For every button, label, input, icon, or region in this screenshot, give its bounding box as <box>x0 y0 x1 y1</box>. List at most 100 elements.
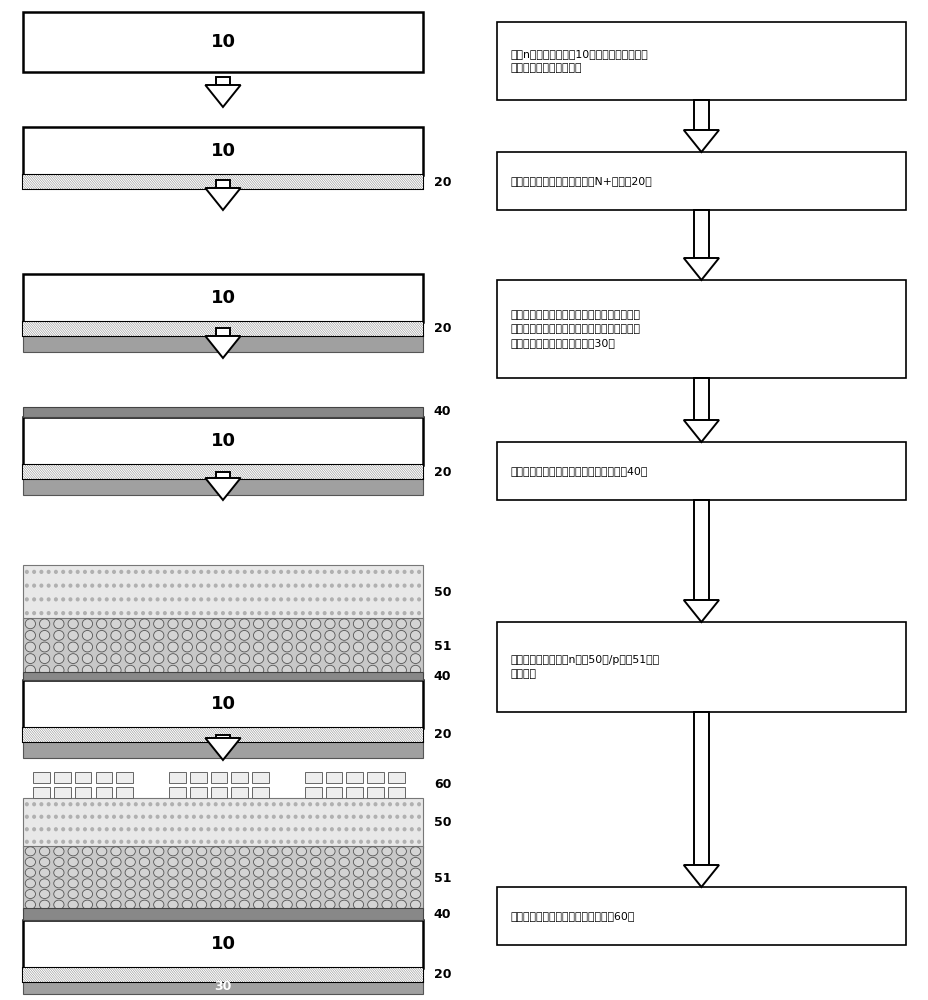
Ellipse shape <box>40 857 50 867</box>
Ellipse shape <box>225 665 235 675</box>
Bar <box>693 210 708 258</box>
Circle shape <box>258 803 260 806</box>
Circle shape <box>207 840 210 843</box>
Circle shape <box>135 612 137 615</box>
Ellipse shape <box>253 889 264 899</box>
Circle shape <box>388 803 391 806</box>
Circle shape <box>135 584 137 587</box>
Circle shape <box>178 612 180 615</box>
Circle shape <box>323 840 326 843</box>
Polygon shape <box>205 85 240 107</box>
Circle shape <box>352 803 354 806</box>
Circle shape <box>272 828 275 831</box>
Ellipse shape <box>68 879 78 888</box>
Ellipse shape <box>68 868 78 877</box>
Text: 在量子点表面形成图形化透明电极（60）: 在量子点表面形成图形化透明电极（60） <box>510 911 635 921</box>
Circle shape <box>316 828 318 831</box>
Circle shape <box>359 828 362 831</box>
Circle shape <box>403 570 406 573</box>
Bar <box>693 100 708 130</box>
Circle shape <box>32 803 35 806</box>
Circle shape <box>316 612 318 615</box>
Circle shape <box>258 840 260 843</box>
Circle shape <box>258 584 260 587</box>
Ellipse shape <box>381 889 392 899</box>
Ellipse shape <box>353 642 363 652</box>
Bar <box>169 787 186 798</box>
Bar <box>367 787 383 798</box>
Circle shape <box>302 828 303 831</box>
Circle shape <box>142 815 144 818</box>
Circle shape <box>32 598 35 601</box>
Bar <box>231 787 248 798</box>
Bar <box>693 712 708 865</box>
Ellipse shape <box>83 889 93 899</box>
Circle shape <box>98 598 100 601</box>
Circle shape <box>112 840 115 843</box>
Ellipse shape <box>410 879 420 888</box>
Ellipse shape <box>68 889 78 899</box>
Ellipse shape <box>325 630 335 640</box>
Circle shape <box>359 840 362 843</box>
Text: 20: 20 <box>433 466 451 479</box>
Circle shape <box>345 584 347 587</box>
Ellipse shape <box>182 630 192 640</box>
Circle shape <box>236 584 238 587</box>
Circle shape <box>294 803 297 806</box>
Ellipse shape <box>97 665 107 675</box>
Text: 20: 20 <box>433 322 451 336</box>
Text: 51: 51 <box>433 640 451 654</box>
Ellipse shape <box>54 900 64 909</box>
Text: 10: 10 <box>211 695 235 713</box>
Circle shape <box>91 840 94 843</box>
Text: 10: 10 <box>211 33 235 51</box>
Circle shape <box>323 803 326 806</box>
Circle shape <box>258 598 260 601</box>
Ellipse shape <box>310 868 320 877</box>
Circle shape <box>418 840 419 843</box>
Circle shape <box>388 570 391 573</box>
Ellipse shape <box>211 868 221 877</box>
Ellipse shape <box>395 900 406 909</box>
Bar <box>189 772 206 783</box>
Ellipse shape <box>267 857 277 867</box>
Circle shape <box>374 612 377 615</box>
Ellipse shape <box>110 654 121 664</box>
Circle shape <box>186 570 187 573</box>
Ellipse shape <box>40 642 50 652</box>
Ellipse shape <box>353 868 363 877</box>
Text: 40: 40 <box>433 405 451 418</box>
Circle shape <box>294 584 297 587</box>
Circle shape <box>352 584 354 587</box>
Circle shape <box>200 584 202 587</box>
Circle shape <box>62 828 64 831</box>
Ellipse shape <box>282 879 292 888</box>
Ellipse shape <box>325 857 335 867</box>
Circle shape <box>228 840 231 843</box>
Circle shape <box>106 815 108 818</box>
Bar <box>23 618 422 676</box>
Circle shape <box>228 803 231 806</box>
Circle shape <box>178 584 180 587</box>
Circle shape <box>388 584 391 587</box>
Circle shape <box>352 598 354 601</box>
Circle shape <box>76 598 79 601</box>
Ellipse shape <box>381 857 392 867</box>
Circle shape <box>367 828 369 831</box>
Circle shape <box>374 815 377 818</box>
Circle shape <box>142 612 144 615</box>
Ellipse shape <box>353 619 363 629</box>
Bar <box>496 22 905 100</box>
Circle shape <box>171 803 174 806</box>
Circle shape <box>214 815 217 818</box>
Circle shape <box>200 803 202 806</box>
Circle shape <box>207 612 210 615</box>
Circle shape <box>410 612 413 615</box>
Ellipse shape <box>83 665 93 675</box>
Circle shape <box>222 803 224 806</box>
Bar <box>367 772 383 783</box>
Circle shape <box>148 612 151 615</box>
Bar <box>23 672 422 680</box>
Circle shape <box>345 570 347 573</box>
Circle shape <box>148 598 151 601</box>
